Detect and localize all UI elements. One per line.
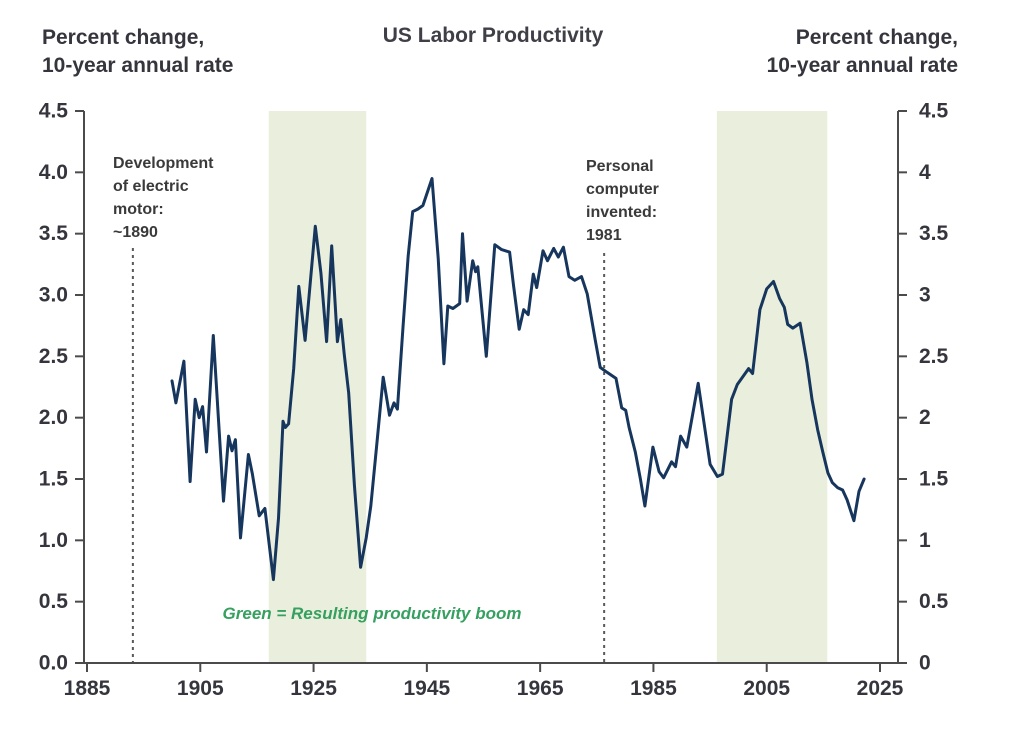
right-axis-title-line2: 10-year annual rate xyxy=(766,54,958,77)
y-tick-label-left: 3.5 xyxy=(39,222,69,245)
chart-title: US Labor Productivity xyxy=(382,24,604,47)
left-axis-title-line2: 10-year annual rate xyxy=(42,54,234,77)
y-tick-label-left: 4.5 xyxy=(39,100,69,123)
annotation-electric-motor-line2: of electric xyxy=(113,178,189,195)
annotation-personal-computer-line3: invented: xyxy=(586,204,658,221)
y-tick-label-right: 2 xyxy=(919,406,931,429)
y-tick-label-left: 2.5 xyxy=(39,345,69,368)
y-tick-label-left: 4.0 xyxy=(39,161,68,184)
y-tick-label-right: 1 xyxy=(919,529,931,552)
annotation-personal-computer-line1: Personal xyxy=(586,158,654,175)
x-tick-label: 1885 xyxy=(64,677,111,700)
y-tick-label-right: 0 xyxy=(919,652,931,675)
green-legend-note: Green = Resulting productivity boom xyxy=(222,604,522,623)
y-tick-label-left: 3.0 xyxy=(39,284,68,307)
right-axis-title: Percent change, 10-year annual rate xyxy=(767,24,958,80)
y-tick-label-right: 1.5 xyxy=(919,468,949,491)
y-tick-label-left: 0.0 xyxy=(39,652,68,675)
right-axis-title-line1: Percent change, xyxy=(795,26,958,49)
y-tick-label-right: 4 xyxy=(919,161,931,184)
x-tick-label: 1965 xyxy=(517,677,564,700)
annotation-personal-computer: Personal computer invented: 1981 xyxy=(586,155,659,247)
annotation-electric-motor-line1: Development xyxy=(113,155,214,172)
y-tick-label-left: 0.5 xyxy=(39,590,69,613)
left-axis-title: Percent change, 10-year annual rate xyxy=(42,24,233,80)
annotation-personal-computer-line2: computer xyxy=(586,181,659,198)
x-tick-label: 1985 xyxy=(630,677,677,700)
productivity-series-line xyxy=(170,177,866,582)
y-tick-label-left: 2.0 xyxy=(39,406,68,429)
y-tick-label-left: 1.0 xyxy=(39,529,68,552)
y-tick-label-left: 1.5 xyxy=(39,468,69,491)
x-tick-label: 2025 xyxy=(857,677,904,700)
annotation-personal-computer-line4: 1981 xyxy=(586,227,622,244)
y-tick-label-right: 4.5 xyxy=(919,100,949,123)
y-tick-label-right: 3 xyxy=(919,284,931,307)
annotation-electric-motor-line4: ~1890 xyxy=(113,224,158,241)
left-axis-title-line1: Percent change, xyxy=(42,26,205,49)
y-tick-label-right: 2.5 xyxy=(919,345,949,368)
x-tick-label: 1905 xyxy=(177,677,224,700)
annotation-electric-motor: Development of electric motor: ~1890 xyxy=(113,152,213,244)
x-tick-label: 1925 xyxy=(290,677,337,700)
y-tick-label-right: 3.5 xyxy=(919,222,949,245)
x-tick-label: 1945 xyxy=(403,677,450,700)
x-tick-label: 2005 xyxy=(743,677,790,700)
y-tick-label-right: 0.5 xyxy=(919,590,949,613)
productivity-boom-band-1 xyxy=(268,111,367,663)
annotation-electric-motor-line3: motor: xyxy=(113,201,164,218)
